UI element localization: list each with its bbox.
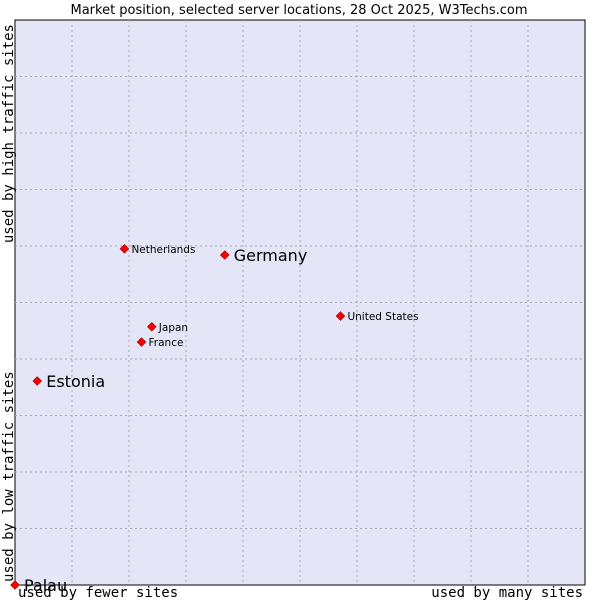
point-label-united-states: United States xyxy=(347,311,418,323)
y-axis-label-top: used by high traffic sites xyxy=(1,24,17,243)
point-marker-france xyxy=(136,337,147,347)
point-label-germany: Germany xyxy=(234,246,308,265)
point-france: France xyxy=(136,337,184,349)
point-japan: Japan xyxy=(147,322,188,334)
point-label-palau: Palau xyxy=(24,576,67,595)
x-axis-label-left: used by fewer sites xyxy=(18,585,178,600)
point-marker-japan xyxy=(147,322,157,332)
point-marker-germany xyxy=(219,250,230,260)
point-marker-palau xyxy=(10,580,20,590)
point-united-states: United States xyxy=(335,311,419,323)
grid-lines xyxy=(15,20,585,585)
x-axis-label-right: used by many sites xyxy=(431,585,583,600)
point-marker-estonia xyxy=(32,376,42,386)
point-marker-united-states xyxy=(335,311,346,321)
point-label-japan: Japan xyxy=(158,322,188,334)
point-palau: Palau xyxy=(10,576,67,595)
point-estonia: Estonia xyxy=(32,372,105,391)
point-netherlands: Netherlands xyxy=(119,244,195,256)
point-germany: Germany xyxy=(219,246,308,265)
point-label-france: France xyxy=(149,337,184,349)
point-label-netherlands: Netherlands xyxy=(131,244,195,256)
point-label-estonia: Estonia xyxy=(46,372,105,391)
chart-title: Market position, selected server locatio… xyxy=(70,3,527,18)
point-marker-netherlands xyxy=(119,244,130,254)
y-axis-label-bottom: used by low traffic sites xyxy=(1,371,17,582)
data-points: Netherlands Germany United States Japan Fran… xyxy=(10,244,419,595)
